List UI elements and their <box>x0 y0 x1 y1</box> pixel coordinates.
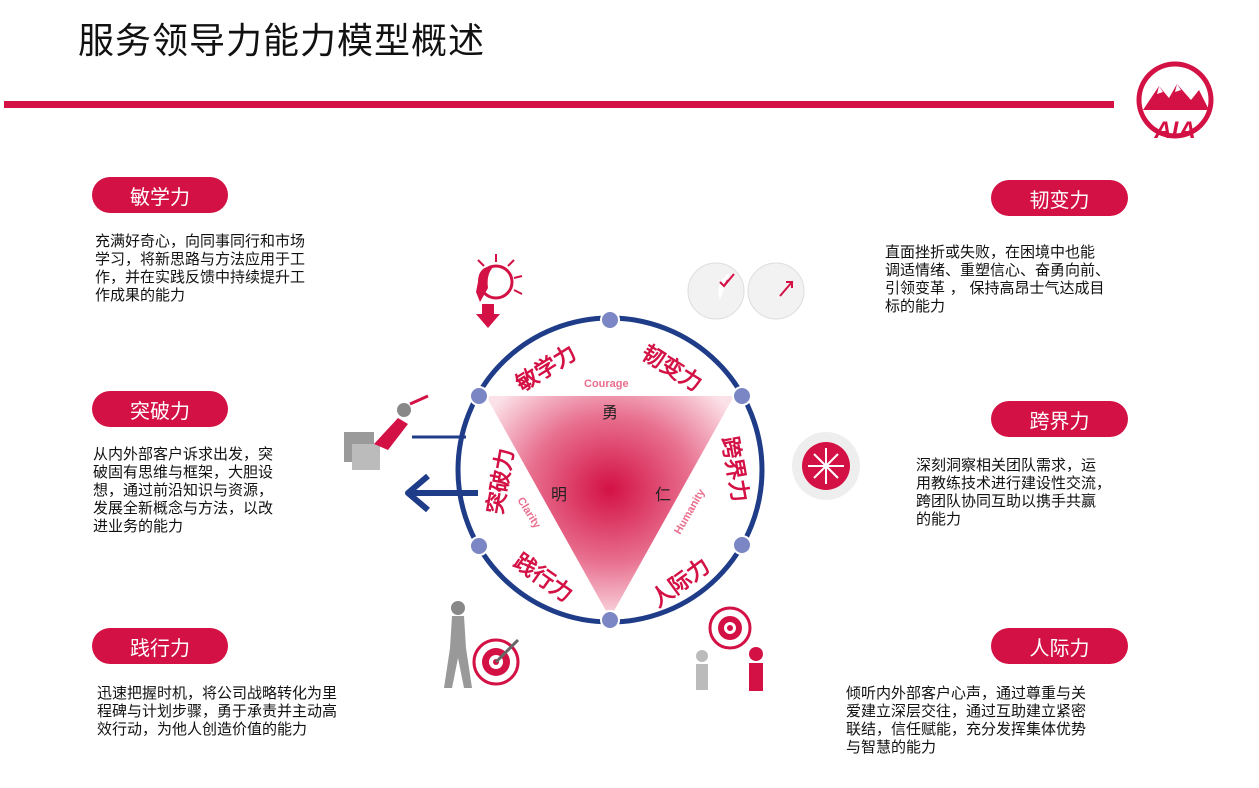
desc-line: 爱建立深层交往，通过互助建立紧密 <box>846 702 1087 720</box>
desc-jianxing: 迅速把握时机，将公司战略转化为里 程碑与计划步骤，勇于承责并主动高 效行动，为他人创… <box>97 684 397 738</box>
ring-label-kuajie: 跨界力 <box>716 435 752 504</box>
cross-team-emblem-icon <box>792 432 860 500</box>
desc-line: 作成果的能力 <box>95 286 186 304</box>
desc-line: 与智慧的能力 <box>846 738 937 756</box>
pill-renbian: 韧变力 <box>991 180 1128 216</box>
desc-line: 倾听内外部客户心声，通过尊重与关 <box>846 684 1087 702</box>
ring-node <box>600 310 620 330</box>
desc-line: 调适情绪、重塑信心、奋勇向前、 <box>885 261 1111 279</box>
desc-kuajie: 深刻洞察相关团队需求，运 用教练技术进行建设性交流， 跨团队协同互助以携手共赢 的能力 <box>916 456 1156 528</box>
desc-line: 程碑与计划步骤，勇于承责并主动高 <box>97 702 338 720</box>
desc-line: 破固有思维与框架，大胆设 <box>93 463 274 481</box>
desc-line: 想，通过前沿知识与资源， <box>93 481 274 499</box>
target-climber-icon <box>444 601 520 688</box>
logo-text: AIA <box>1153 117 1195 144</box>
desc-line: 标的能力 <box>885 297 946 315</box>
title-divider <box>4 101 1114 108</box>
pill-renji: 人际力 <box>991 628 1128 664</box>
desc-line: 的能力 <box>916 510 962 528</box>
tri-label-right: 仁 <box>655 485 671 504</box>
pill-kuajie: 跨界力 <box>991 401 1128 437</box>
ring-node <box>469 536 489 556</box>
ring-node <box>600 610 620 630</box>
desc-renbian: 直面挫折或失败，在困境中也能 调适情绪、重塑信心、奋勇向前、 引领变革 ， 保持高昂… <box>885 243 1155 315</box>
desc-line: 迅速把握时机，将公司战略转化为里 <box>97 684 338 702</box>
desc-line: 直面挫折或失败，在困境中也能 <box>885 243 1096 261</box>
desc-line: 深刻洞察相关团队需求，运 <box>916 456 1097 474</box>
desc-minxue: 充满好奇心，向同事同行和市场 学习，将新思路与方法应用于工 作，并在实践反馈中持续提… <box>95 232 355 304</box>
desc-line: 作，并在实践反馈中持续提升工 <box>95 268 306 286</box>
ring-label-renbian: 韧变力 <box>637 340 707 397</box>
en-label-courage: Courage <box>584 378 629 390</box>
desc-renji: 倾听内外部客户心声，通过尊重与关 爱建立深层交往，通过互助建立紧密 联结，信任赋能，… <box>846 684 1146 756</box>
desc-line: 进业务的能力 <box>93 517 184 535</box>
tri-label-top: 勇 <box>602 403 618 422</box>
en-label-clarity: Clarity <box>514 495 543 531</box>
breakthrough-figure-icon <box>344 394 429 470</box>
desc-line: 引领变革 ， 保持高昂士气达成目 <box>885 279 1105 297</box>
pill-tupo: 突破力 <box>92 391 228 427</box>
learning-head-icon <box>476 254 523 328</box>
pill-jianxing: 践行力 <box>92 628 228 664</box>
desc-line: 学习，将新思路与方法应用于工 <box>95 250 306 268</box>
desc-line: 充满好奇心，向同事同行和市场 <box>95 232 306 250</box>
desc-line: 跨团队协同互助以携手共赢 <box>916 492 1097 510</box>
resilience-arrows-icon <box>687 262 805 320</box>
desc-tupo: 从内外部客户诉求出发，突 破固有思维与框架，大胆设 想，通过前沿知识与资源， 发展全新… <box>93 445 323 535</box>
desc-line: 从内外部客户诉求出发，突 <box>93 445 274 463</box>
page-title: 服务领导力能力模型概述 <box>78 21 486 62</box>
aia-logo: AIA <box>1136 61 1214 144</box>
ring-label-tupo: 突破力 <box>482 447 519 517</box>
ring-node <box>732 386 752 406</box>
desc-line: 联结，信任赋能，充分发挥集体优势 <box>846 720 1087 738</box>
ring-node <box>469 386 489 406</box>
people-target-icon <box>696 606 763 691</box>
desc-line: 用教练技术进行建设性交流， <box>916 474 1112 492</box>
tri-label-left: 明 <box>551 485 567 504</box>
ring-node <box>732 535 752 555</box>
desc-line: 效行动，为他人创造价值的能力 <box>97 720 308 738</box>
desc-line: 发展全新概念与方法，以改 <box>93 499 274 517</box>
arrow-head-icon <box>405 473 430 513</box>
pill-minxue: 敏学力 <box>92 177 228 213</box>
center-triangle <box>486 396 734 618</box>
